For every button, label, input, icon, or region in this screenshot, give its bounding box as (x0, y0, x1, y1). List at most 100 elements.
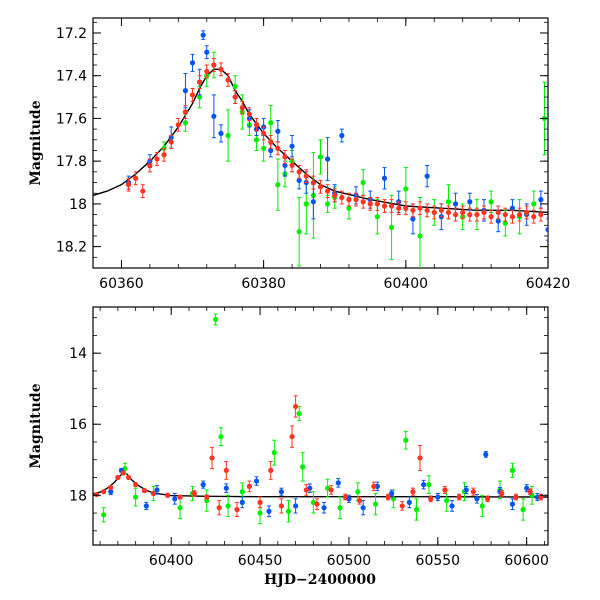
data-point (357, 496, 363, 505)
data-marker (232, 83, 238, 89)
data-point (172, 492, 178, 505)
data-point (463, 485, 469, 494)
y-tick-label: 17.2 (56, 26, 87, 42)
data-point (200, 30, 206, 40)
model-curve (93, 472, 548, 498)
data-marker (218, 130, 224, 136)
data-point (225, 494, 231, 518)
data-point (513, 493, 519, 501)
y-tick-label: 18 (69, 197, 87, 213)
data-marker (182, 109, 189, 115)
data-marker (278, 503, 284, 509)
data-marker (218, 66, 224, 72)
data-point (191, 490, 197, 497)
data-point (381, 167, 388, 190)
data-marker (381, 203, 388, 209)
data-point (374, 196, 380, 211)
data-point (488, 190, 494, 213)
data-marker (410, 216, 416, 222)
data-point (161, 147, 167, 162)
data-marker (189, 60, 196, 66)
data-point (209, 446, 215, 470)
data-point (268, 461, 274, 480)
data-marker (268, 139, 274, 145)
data-point (257, 496, 263, 509)
data-marker (403, 437, 409, 443)
data-point (499, 490, 505, 497)
data-point (538, 207, 544, 222)
data-marker (133, 175, 139, 181)
data-marker (531, 214, 537, 220)
x-tick-label: 60360 (99, 276, 144, 292)
data-marker (225, 132, 231, 139)
data-point (516, 207, 523, 222)
data-marker (266, 508, 272, 514)
data-point (101, 507, 107, 523)
data-marker (285, 508, 292, 514)
data-point (424, 164, 430, 188)
data-marker (223, 485, 229, 491)
data-point (545, 218, 548, 241)
data-marker (213, 316, 219, 323)
data-point (346, 192, 352, 207)
data-marker (268, 467, 274, 474)
data-marker (385, 494, 391, 500)
data-point (372, 492, 379, 516)
data-marker (289, 143, 295, 149)
data-marker (403, 186, 409, 192)
data-point (367, 196, 373, 211)
data-point (353, 192, 359, 207)
data-marker (93, 491, 100, 498)
data-point (234, 501, 240, 518)
data-marker (161, 152, 167, 158)
data-point (527, 488, 533, 496)
data-point (182, 73, 189, 109)
data-marker (509, 214, 516, 220)
data-marker (321, 505, 327, 511)
data-marker (175, 122, 181, 128)
data-marker (534, 494, 540, 500)
data-point (495, 205, 501, 220)
y-tick-label: 14 (69, 346, 87, 362)
data-marker (197, 94, 203, 100)
data-marker (317, 184, 324, 190)
data-point (325, 137, 331, 181)
bottom-y-axis-title: Magnitude (28, 383, 44, 468)
data-marker (239, 499, 245, 505)
data-marker (435, 494, 441, 500)
data-marker (388, 490, 395, 497)
data-point (133, 171, 139, 186)
data-point (420, 479, 427, 490)
data-point (524, 205, 530, 220)
data-marker (200, 482, 206, 488)
data-point (410, 203, 416, 218)
data-point (435, 492, 441, 502)
data-point (502, 207, 508, 222)
data-marker (182, 120, 189, 126)
data-marker (172, 496, 178, 502)
data-point (177, 496, 183, 519)
data-point (218, 62, 224, 77)
data-point (474, 207, 480, 222)
data-point (426, 475, 432, 494)
data-marker (374, 214, 380, 220)
data-point (371, 481, 377, 492)
data-marker (406, 499, 412, 505)
data-marker (444, 497, 450, 504)
data-point (150, 490, 157, 497)
data-point (147, 158, 153, 173)
data-marker (355, 489, 361, 495)
data-point (275, 141, 281, 156)
data-marker (115, 474, 121, 481)
data-marker (332, 192, 338, 198)
y-tick-label: 18 (69, 488, 87, 504)
data-marker (538, 211, 544, 218)
data-marker (410, 489, 416, 495)
data-marker (438, 207, 444, 213)
data-marker (125, 182, 132, 188)
data-point (321, 501, 327, 514)
data-marker (474, 211, 480, 218)
data-marker (328, 487, 334, 493)
data-point (431, 205, 437, 220)
data-point (278, 498, 284, 514)
